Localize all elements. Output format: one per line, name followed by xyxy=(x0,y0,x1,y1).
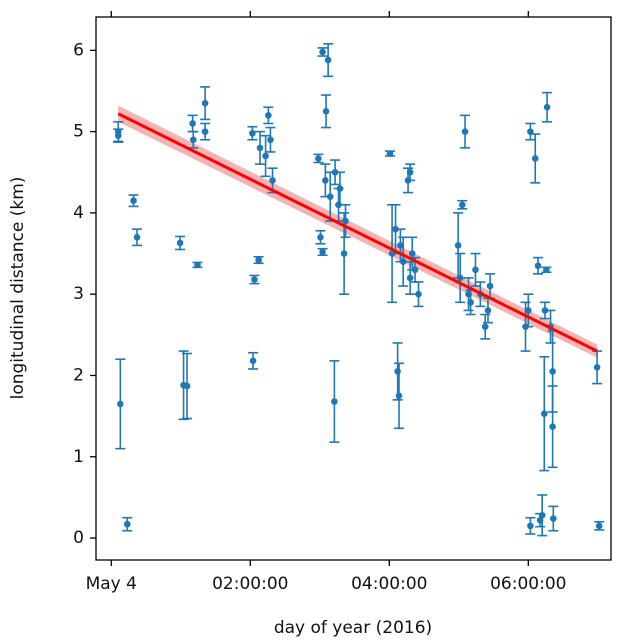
point xyxy=(486,282,494,290)
point xyxy=(201,128,209,135)
point xyxy=(322,107,330,115)
point xyxy=(265,112,272,119)
point xyxy=(322,177,329,184)
point xyxy=(406,274,414,282)
point xyxy=(458,201,466,209)
point xyxy=(123,520,131,528)
point xyxy=(319,48,326,56)
point xyxy=(331,398,338,405)
x-tick-label: 06:00:00 xyxy=(490,574,566,594)
y-tick-label: 5 xyxy=(73,122,84,142)
point xyxy=(550,515,557,522)
point xyxy=(251,276,258,283)
point xyxy=(538,511,546,519)
point xyxy=(190,136,197,144)
point xyxy=(336,185,344,192)
point xyxy=(114,132,122,139)
point xyxy=(269,177,276,184)
plot-frame xyxy=(95,16,612,561)
point xyxy=(340,250,348,257)
point xyxy=(326,193,334,200)
x-tick-label: 02:00:00 xyxy=(212,574,288,594)
y-tick-label: 1 xyxy=(73,447,84,467)
point xyxy=(183,382,191,390)
point xyxy=(249,357,257,365)
point xyxy=(484,307,492,314)
point xyxy=(262,152,269,160)
x-axis-label: day of year (2016) xyxy=(274,618,432,638)
point xyxy=(342,217,349,225)
point xyxy=(527,522,534,530)
point xyxy=(399,258,407,265)
point xyxy=(194,261,201,269)
point xyxy=(534,262,542,270)
point xyxy=(411,266,419,274)
point xyxy=(189,120,196,127)
point xyxy=(467,299,474,306)
y-tick-label: 4 xyxy=(73,203,84,223)
point xyxy=(543,103,551,111)
point xyxy=(593,364,601,371)
y-tick-label: 2 xyxy=(73,365,84,385)
point xyxy=(481,323,489,331)
point xyxy=(315,155,322,162)
point xyxy=(472,266,479,274)
point xyxy=(176,239,184,247)
point xyxy=(456,274,464,282)
point xyxy=(130,197,137,205)
point xyxy=(256,144,264,152)
y-tick-label: 6 xyxy=(73,40,84,60)
y-axis-label: longitudinal distance (km) xyxy=(8,177,28,400)
x-tick-label: 04:00:00 xyxy=(351,574,427,594)
point xyxy=(397,242,404,249)
point xyxy=(406,168,414,176)
fit-line xyxy=(117,112,598,353)
point xyxy=(408,250,416,257)
point xyxy=(549,368,556,375)
point xyxy=(386,150,394,157)
point xyxy=(543,266,550,274)
y-tick-label: 0 xyxy=(73,528,84,548)
point xyxy=(394,368,401,375)
x-tick-label: May 4 xyxy=(86,574,137,594)
point xyxy=(267,136,274,144)
point xyxy=(541,307,549,314)
point xyxy=(324,56,332,64)
point xyxy=(531,155,539,162)
y-tick-label: 3 xyxy=(73,284,84,304)
point xyxy=(117,400,124,408)
point xyxy=(454,242,462,249)
point xyxy=(461,128,469,135)
point xyxy=(201,99,209,107)
point xyxy=(540,410,548,417)
point xyxy=(549,423,556,430)
point xyxy=(319,248,326,256)
point xyxy=(255,256,262,264)
point xyxy=(415,290,422,298)
point xyxy=(317,233,324,241)
point xyxy=(524,307,532,314)
point xyxy=(133,233,141,241)
point xyxy=(395,392,403,400)
point xyxy=(595,522,603,530)
point xyxy=(249,129,256,137)
